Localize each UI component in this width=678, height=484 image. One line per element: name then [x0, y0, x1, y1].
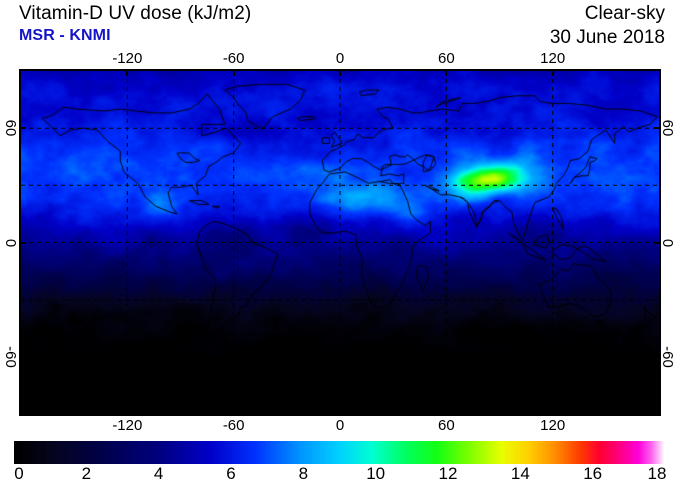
colorbar-tick-label: 0	[14, 464, 24, 483]
tick-mark-bottom	[551, 409, 554, 416]
x-tick-label-top: 120	[540, 50, 566, 67]
y-tick-label-left: 60	[2, 119, 19, 137]
colorbar-tick-label: 4	[153, 464, 164, 483]
x-tick-label-top: -120	[112, 50, 143, 67]
y-tick-label-left: 0	[2, 238, 19, 247]
tick-mark-right	[654, 355, 661, 358]
x-tick-label-top: 0	[335, 50, 345, 67]
tick-mark-left	[19, 127, 26, 130]
x-tick-label-bottom: 0	[335, 417, 345, 434]
tick-mark-top	[551, 69, 554, 76]
colorbar	[14, 441, 665, 464]
tick-mark-top	[445, 69, 448, 76]
map-plot-area	[19, 69, 661, 416]
colorbar-tick-label: 10	[366, 464, 386, 483]
x-tick-label-bottom: 120	[540, 417, 566, 434]
colorbar-tick-label: 6	[226, 464, 236, 483]
tick-mark-left	[19, 355, 26, 358]
page-title: Vitamin-D UV dose (kJ/m2)	[19, 3, 252, 24]
x-tick-label-bottom: -120	[112, 417, 143, 434]
sky-condition-label: Clear-sky	[584, 3, 665, 24]
y-tick-label-right: 60	[659, 119, 676, 137]
colorbar-tick-label: 14	[510, 464, 530, 483]
tick-mark-top	[126, 69, 129, 76]
data-source-label: MSR - KNMI	[19, 27, 111, 44]
x-tick-label-top: -60	[222, 50, 245, 67]
y-tick-label-right: 0	[659, 238, 676, 247]
colorbar-tick-label: 12	[438, 464, 458, 483]
tick-mark-bottom	[232, 409, 235, 416]
x-tick-label-top: 60	[437, 50, 455, 67]
y-tick-label-left: -60	[2, 345, 19, 368]
colorbar-tick-labels: 0 2 4 6 8 10 12 14 16 18	[0, 464, 678, 484]
tick-mark-top	[339, 69, 341, 76]
y-tick-label-right: -60	[659, 345, 676, 368]
colorbar-gradient	[14, 441, 665, 464]
tick-mark-bottom	[445, 409, 448, 416]
tick-mark-bottom	[126, 409, 129, 416]
tick-mark-right	[654, 127, 661, 130]
tick-mark-bottom	[339, 409, 341, 416]
colorbar-tick-label: 8	[298, 464, 309, 483]
uv-dose-heatmap-canvas	[21, 71, 659, 414]
tick-mark-left	[19, 241, 26, 244]
tick-mark-right	[654, 241, 661, 244]
x-tick-label-bottom: -60	[222, 417, 245, 434]
colorbar-tick-label: 16	[583, 464, 603, 483]
date-label: 30 June 2018	[549, 27, 665, 48]
tick-mark-top	[232, 69, 235, 76]
colorbar-tick-label: 18	[647, 464, 667, 483]
colorbar-tick-label: 2	[81, 464, 92, 483]
x-tick-label-bottom: 60	[437, 417, 455, 434]
